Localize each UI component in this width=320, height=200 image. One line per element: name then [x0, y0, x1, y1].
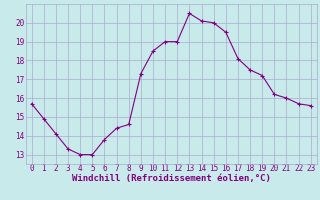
X-axis label: Windchill (Refroidissement éolien,°C): Windchill (Refroidissement éolien,°C) [72, 174, 271, 183]
